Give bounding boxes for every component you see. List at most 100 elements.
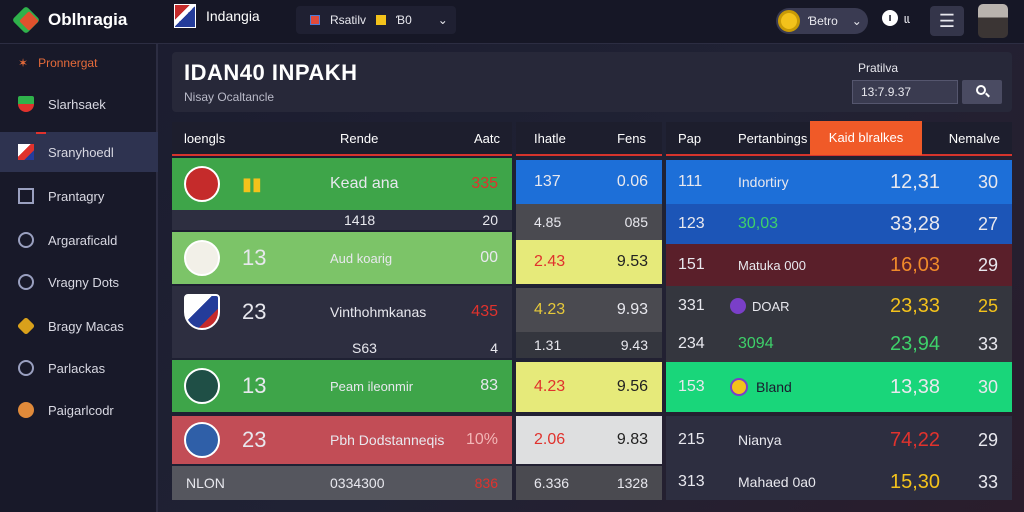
table-row[interactable]: 151 Matuka 000 16,03 29 — [666, 244, 1012, 286]
column-header[interactable]: Ihatle — [534, 130, 566, 146]
row-col-b: 085 — [624, 214, 648, 230]
row-value: 00 — [480, 249, 498, 266]
row-col-a: 1.31 — [534, 337, 562, 353]
ball-icon — [18, 402, 34, 418]
table-row[interactable]: 23 Vinthohmkanas 435 — [172, 286, 512, 338]
row-name: Peam ileonmir — [330, 378, 414, 394]
row-value: 74,22 — [890, 428, 941, 451]
table-row[interactable]: 2.06 9.83 — [516, 416, 662, 464]
menu-button[interactable]: ☰ — [930, 6, 964, 36]
sidebar-item-7[interactable]: Parlackas — [0, 348, 158, 388]
table-row[interactable]: 4.23 9.93 — [516, 288, 662, 332]
team-crest-icon — [184, 240, 220, 276]
table-row[interactable]: 4.85 085 — [516, 204, 662, 240]
row-col-b: 0.06 — [616, 173, 648, 190]
row-name: Bland — [756, 379, 792, 395]
table-row[interactable]: 234 3094 23,94 33 — [666, 326, 1012, 362]
app-logo[interactable]: Oblhragia — [11, 5, 128, 35]
table-c-header: Pap Pertanbings Kaid blralkes Nemalve — [666, 121, 1012, 156]
table-row[interactable]: 123 30,03 33,28 27 — [666, 204, 1012, 244]
row-count: 29 — [977, 429, 998, 450]
table-row[interactable]: 215 Nianya 74,22 29 — [666, 416, 1012, 464]
sidebar-item-1[interactable]: Slarhsaek — [0, 84, 158, 124]
team-logo-icon — [730, 298, 746, 314]
sidebar-item-6[interactable]: Bragy Macas — [0, 306, 158, 346]
row-number: 215 — [678, 431, 705, 448]
hamburger-icon: ☰ — [938, 11, 956, 31]
table-row[interactable]: ▮▮ Kead ana 335 — [172, 158, 512, 210]
table-row[interactable]: 1.31 9.43 — [516, 332, 662, 358]
table-row[interactable]: 313 Mahaed 0a0 15,30 33 — [666, 464, 1012, 500]
sidebar-item-label: Slarhsaek — [48, 96, 106, 112]
row-name: Matuka 000 — [738, 257, 806, 273]
row-number: 234 — [678, 335, 705, 352]
row-col-b: 1328 — [616, 475, 648, 491]
sidebar-item-2[interactable]: Sranyhoedl — [0, 132, 158, 172]
table-row[interactable]: 13 Aud koarig 00 — [172, 232, 512, 284]
globe-icon — [18, 360, 34, 376]
row-name: 30,03 — [738, 215, 779, 232]
row-count: 30 — [977, 171, 998, 192]
row-name: Pbh Dodstanneqis — [330, 432, 445, 448]
column-header[interactable]: Pertanbings — [738, 130, 808, 146]
table-row[interactable]: 23 Pbh Dodstanneqis 10% — [172, 416, 512, 464]
trophy-icon: ▮▮ — [242, 173, 262, 194]
row-col-a: 4.23 — [534, 301, 566, 318]
quick-select-dropdown[interactable]: Rsatilv Ɓ0 ⌄ — [296, 6, 456, 34]
team-crest-icon — [184, 368, 220, 404]
row-score: 13 — [242, 245, 267, 270]
row-col-b: 9.93 — [616, 301, 648, 318]
quick-select-value: Ɓ0 — [396, 13, 412, 27]
sidebar-top[interactable]: ✶ Pronnergat — [18, 56, 97, 70]
row-count: 27 — [977, 213, 998, 234]
column-header[interactable]: Nemalve — [948, 130, 1000, 146]
row-name: Kead ana — [330, 175, 399, 192]
search-input[interactable] — [852, 80, 958, 104]
row-col-b: 9.53 — [616, 253, 648, 270]
search-button[interactable] — [962, 80, 1002, 104]
table-row[interactable]: 111 Indortiry 12,31 30 — [666, 160, 1012, 204]
sidebar-item-3[interactable]: Prantagry — [0, 176, 158, 216]
table-row[interactable]: S63 4 — [172, 338, 512, 358]
row-value: 23,33 — [890, 294, 941, 317]
column-header-active[interactable]: Kaid blralkes — [810, 121, 922, 155]
row-col-a: 2.06 — [534, 431, 566, 448]
notifications-button[interactable]: ı ɩɩ — [882, 10, 910, 26]
row-col-a: 6.336 — [534, 475, 570, 491]
row-value: 83 — [480, 377, 498, 394]
row-value: 435 — [471, 303, 498, 320]
table-row[interactable]: 4.23 9.56 — [516, 362, 662, 412]
row-count: 29 — [977, 254, 998, 275]
sidebar-item-5[interactable]: Vragny Dots — [0, 262, 158, 302]
sidebar-item-4[interactable]: Argaraficald — [0, 220, 158, 260]
table-row[interactable]: 137 0.06 — [516, 160, 662, 204]
page-header: IDAN40 INPAKH Nisay Ocaltancle Pratilva — [172, 52, 1012, 112]
column-header[interactable]: Pap — [678, 130, 702, 146]
table-row[interactable]: 1418 20 — [172, 210, 512, 230]
row-value: 4 — [490, 340, 498, 356]
table-row[interactable]: 13 Peam ileonmir 83 — [172, 360, 512, 412]
row-name: Aud koarig — [330, 250, 393, 266]
table-row[interactable]: NLON 0334300 836 — [172, 466, 512, 500]
gem-icon — [16, 316, 36, 336]
notifications-label: ɩɩ — [904, 10, 910, 26]
column-header[interactable]: Aatc — [473, 130, 500, 146]
row-value: 13,38 — [890, 375, 941, 398]
user-dropdown[interactable]: Ɓetro ⌄ — [776, 8, 868, 34]
row-col-b: 9.43 — [620, 337, 648, 353]
row-col-b: 9.56 — [616, 378, 648, 395]
league-tab[interactable]: Indangia — [174, 4, 260, 28]
table-row[interactable]: 6.336 1328 — [516, 466, 662, 500]
avatar[interactable] — [978, 4, 1008, 38]
sidebar-item-label: Parlackas — [48, 360, 106, 376]
row-number: 313 — [678, 473, 705, 490]
column-header[interactable]: loengls — [184, 130, 226, 146]
table-row[interactable]: 2.43 9.53 — [516, 240, 662, 284]
row-name: S63 — [352, 340, 377, 356]
table-row[interactable]: 331 DOAR 23,33 25 — [666, 286, 1012, 326]
logo-text: Oblhragia — [48, 10, 128, 29]
column-header[interactable]: Rende — [340, 130, 379, 146]
sidebar-item-8[interactable]: Paigarlcodr — [0, 390, 158, 430]
table-row[interactable]: 153 Bland 13,38 30 — [666, 362, 1012, 412]
column-header[interactable]: Fens — [617, 130, 646, 146]
